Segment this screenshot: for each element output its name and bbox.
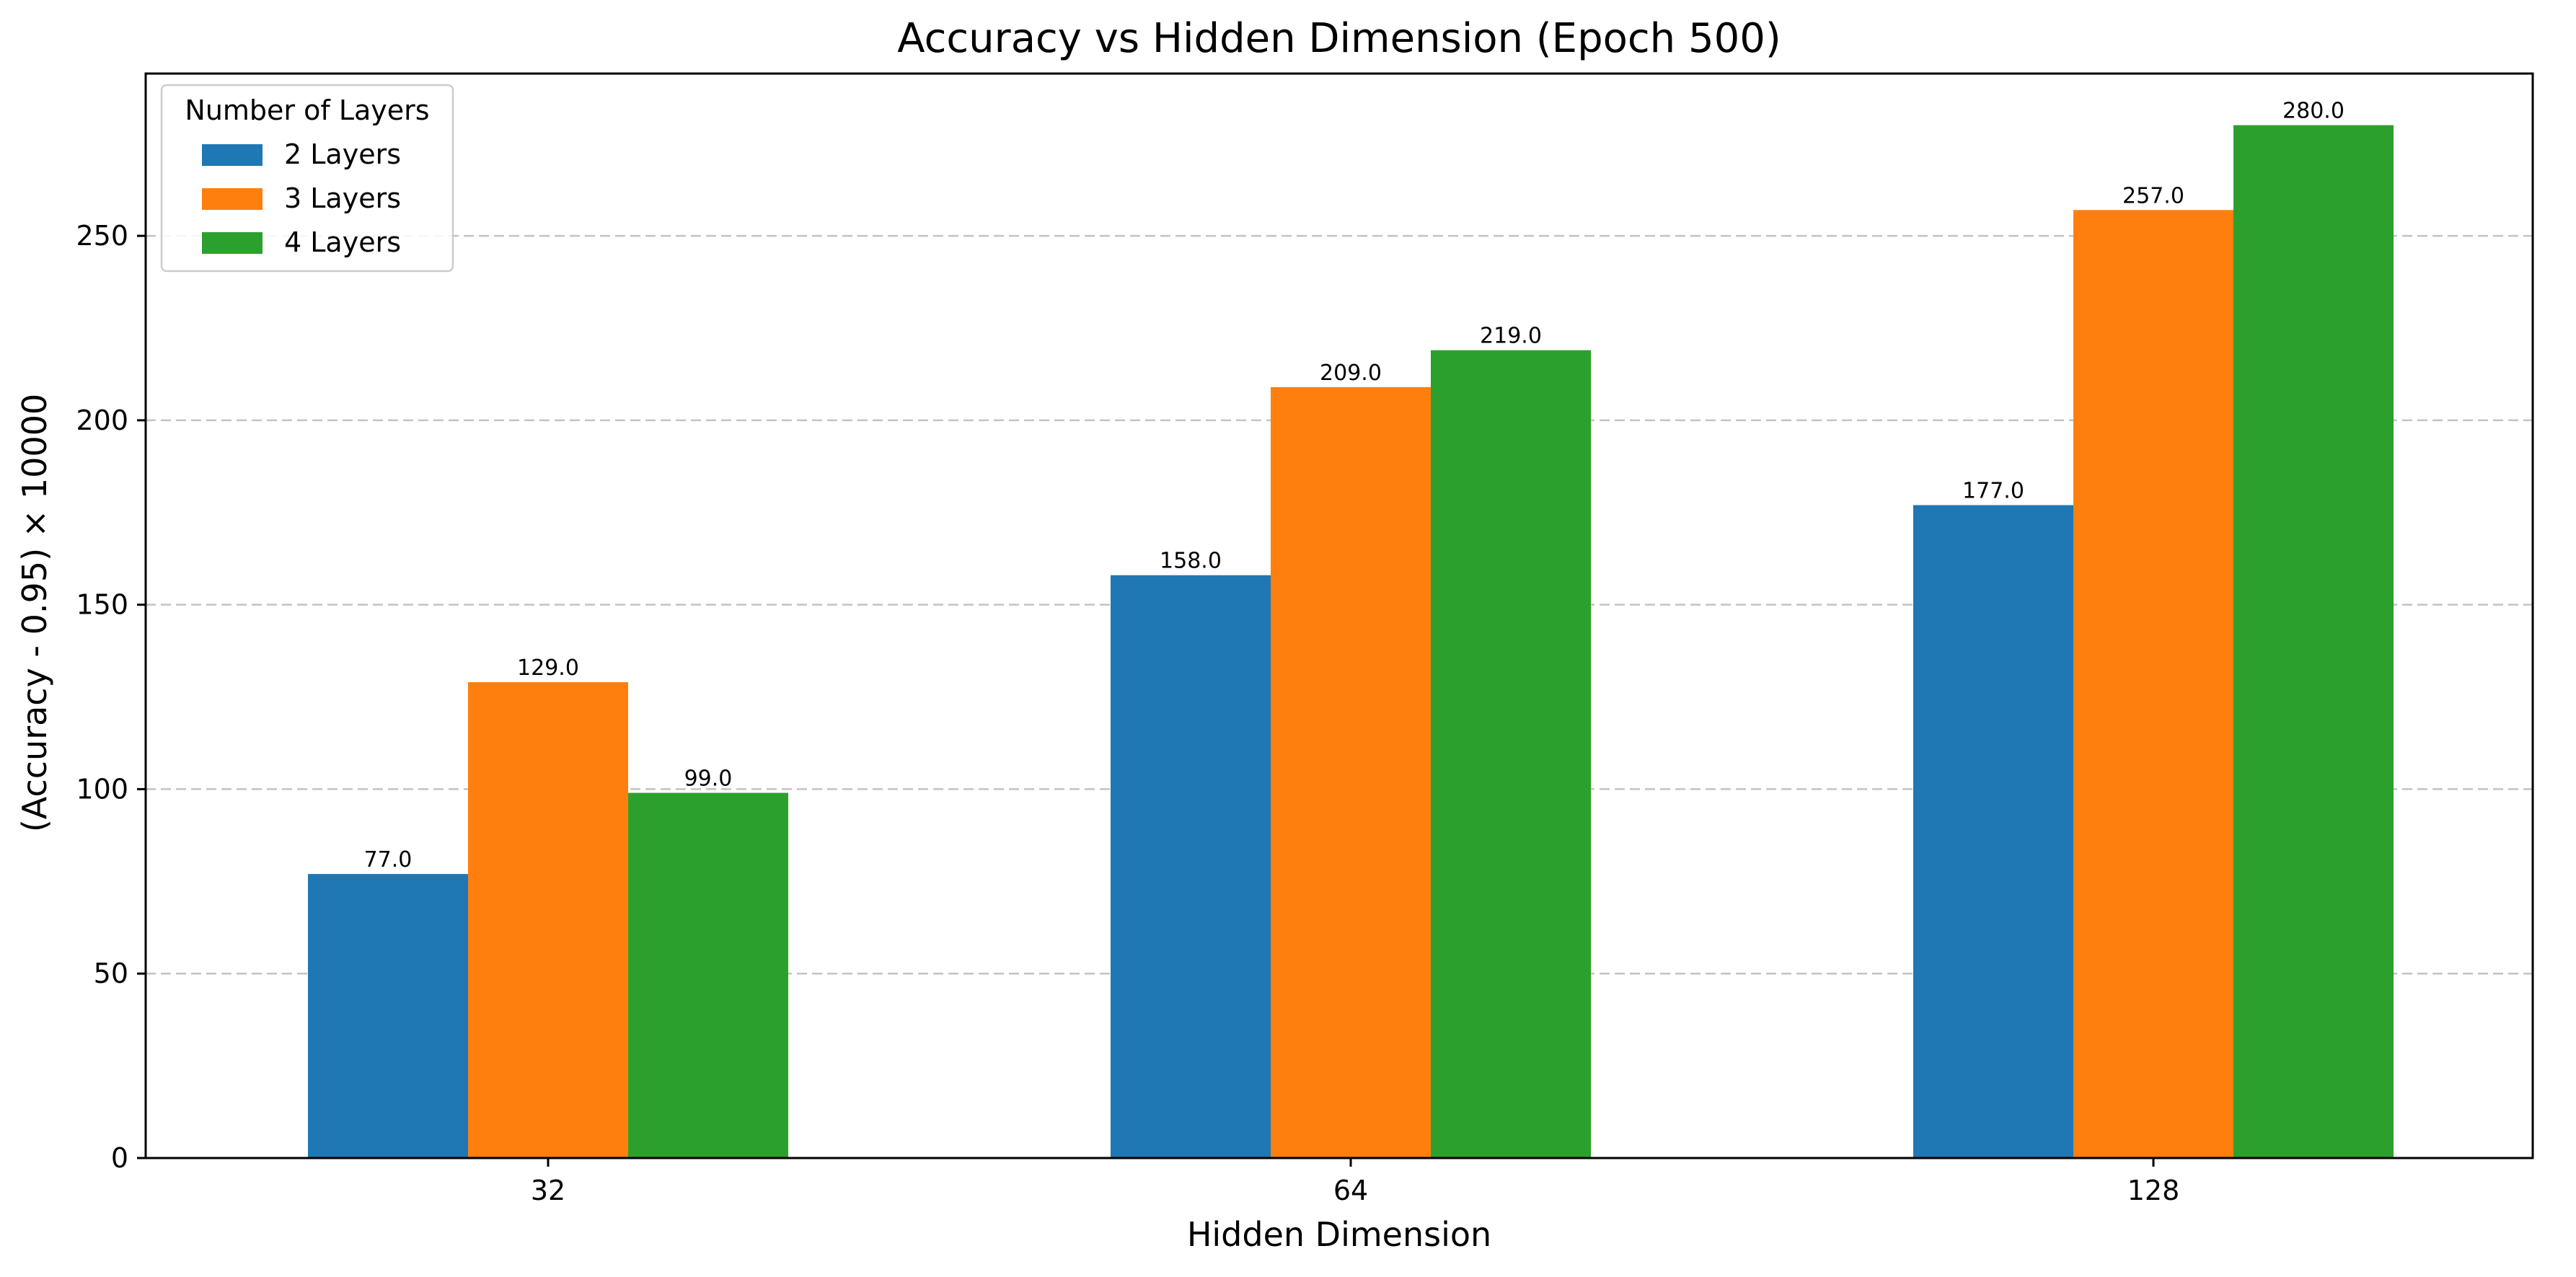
bar-value-label: 280.0 — [2282, 99, 2345, 124]
legend-label: 2 Layers — [284, 138, 401, 170]
bar — [1431, 350, 1591, 1158]
y-axis-label: (Accuracy - 0.95) × 10000 — [15, 394, 54, 832]
x-tick-label: 64 — [1333, 1175, 1368, 1206]
bar-value-label: 177.0 — [1962, 479, 2024, 504]
y-tick-label: 50 — [94, 958, 128, 989]
legend: Number of Layers 2 Layers 3 Layers 4 Layer… — [160, 84, 454, 273]
bar-value-label: 257.0 — [2122, 183, 2184, 208]
y-tick-label: 150 — [76, 589, 128, 621]
bar — [1271, 386, 1431, 1158]
bar-value-label: 129.0 — [517, 655, 579, 681]
bars — [308, 125, 2394, 1159]
bar — [468, 682, 628, 1158]
bar-value-label: 77.0 — [364, 847, 413, 872]
bar — [628, 792, 788, 1158]
x-axis-ticks: 32 64 128 — [531, 1158, 2179, 1206]
bar-value-label: 209.0 — [1320, 361, 1382, 386]
chart-title: Accuracy vs Hidden Dimension (Epoch 500) — [897, 15, 1781, 62]
bar — [2073, 210, 2233, 1158]
bar — [1111, 575, 1271, 1158]
legend-swatch — [202, 188, 263, 210]
y-tick-label: 0 — [111, 1142, 128, 1174]
bar-value-labels: 77.0 129.0 99.0 158.0 209.0 219.0 177.0 257.0 28… — [364, 99, 2345, 872]
legend-title: Number of Layers — [185, 94, 429, 126]
legend-label: 4 Layers — [284, 226, 401, 258]
bar — [2233, 125, 2394, 1159]
legend-items: 2 Layers 3 Layers 4 Layers — [202, 138, 401, 258]
x-tick-label: 32 — [531, 1175, 565, 1206]
y-axis-ticks: 0 50 100 150 200 250 — [76, 220, 146, 1174]
legend-swatch — [202, 232, 263, 254]
y-tick-label: 100 — [76, 773, 128, 805]
plot-frame — [144, 72, 2534, 1159]
bar-value-label: 158.0 — [1160, 549, 1222, 574]
legend-label: 3 Layers — [284, 182, 401, 214]
legend-box — [160, 84, 454, 273]
bar-value-label: 99.0 — [684, 766, 733, 792]
bar — [1913, 505, 2073, 1158]
legend-swatch — [202, 144, 263, 166]
x-axis-label: Hidden Dimension — [1187, 1215, 1491, 1254]
y-tick-label: 200 — [76, 405, 128, 436]
bar-value-label: 219.0 — [1480, 324, 1542, 349]
bar — [308, 874, 468, 1158]
x-tick-label: 128 — [2127, 1175, 2180, 1206]
y-tick-label: 250 — [76, 220, 128, 252]
